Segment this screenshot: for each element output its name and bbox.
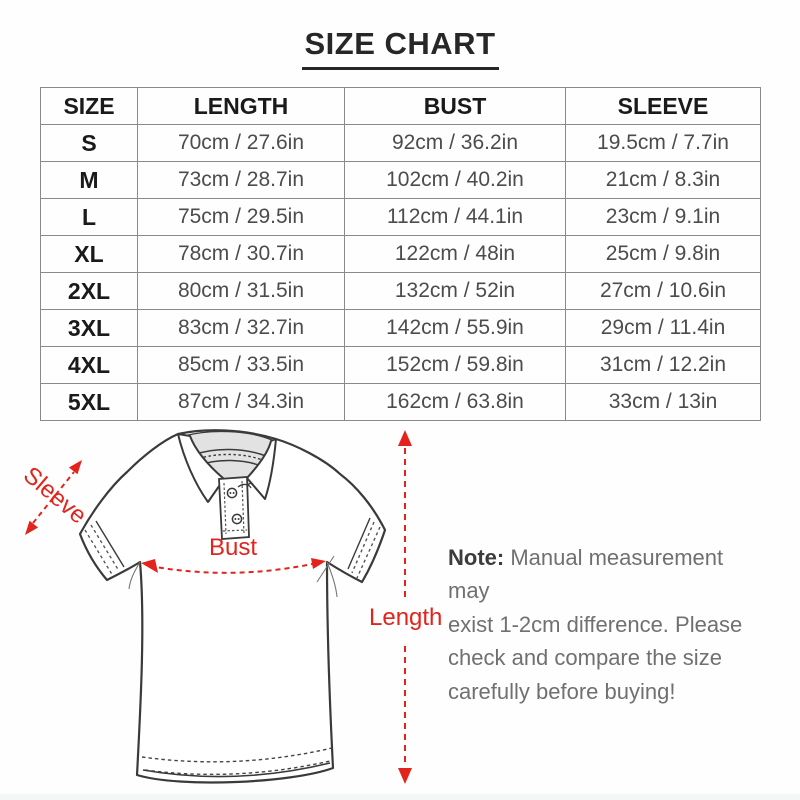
size-cell: 5XL — [40, 383, 138, 421]
bust-measure-label: Bust — [209, 534, 258, 561]
size-table: SIZE LENGTH BUST SLEEVE S 70cm / 27.6in … — [40, 87, 761, 421]
size-cell: XL — [40, 235, 138, 273]
sleeve-cell: 27cm / 10.6in — [565, 272, 761, 310]
sleeve-cell: 21cm / 8.3in — [565, 161, 761, 199]
note-line: exist 1-2cm difference. Please — [448, 611, 743, 637]
wrinkle-shading — [100, 492, 362, 759]
col-header-size: SIZE — [40, 87, 138, 125]
length-cell: 73cm / 28.7in — [137, 161, 345, 199]
button-icon — [226, 487, 238, 499]
length-cell: 87cm / 34.3in — [137, 383, 345, 421]
size-cell: 4XL — [40, 346, 138, 384]
length-cell: 85cm / 33.5in — [137, 346, 345, 384]
note-line: Note: Manual measurement may — [448, 541, 760, 608]
note-line: carefully before buying! — [448, 678, 676, 704]
note-block: Note: Manual measurement may exist 1-2cm… — [448, 541, 760, 708]
note-label: Note: — [448, 545, 505, 570]
length-cell: 80cm / 31.5in — [137, 272, 345, 310]
table-header-row: SIZE LENGTH BUST SLEEVE — [40, 87, 761, 125]
col-header-sleeve: SLEEVE — [565, 87, 761, 125]
table-row: L 75cm / 29.5in 112cm / 44.1in 23cm / 9.… — [40, 198, 761, 236]
length-cell: 78cm / 30.7in — [137, 235, 345, 273]
length-cell: 70cm / 27.6in — [137, 124, 345, 162]
table-row: 3XL 83cm / 32.7in 142cm / 55.9in 29cm / … — [40, 309, 761, 347]
page-title: SIZE CHART — [301, 26, 499, 70]
bust-cell: 92cm / 36.2in — [344, 124, 566, 162]
title-wrap: SIZE CHART — [0, 0, 800, 70]
hem-stitching — [141, 747, 333, 776]
note-line: check and compare the size — [448, 645, 722, 671]
table-row: XL 78cm / 30.7in 122cm / 48in 25cm / 9.8… — [40, 235, 761, 273]
sleeve-cell: 25cm / 9.8in — [565, 235, 761, 273]
length-cell: 83cm / 32.7in — [137, 309, 345, 347]
col-header-bust: BUST — [344, 87, 566, 125]
bust-cell: 162cm / 63.8in — [344, 383, 566, 421]
bust-cell: 152cm / 59.8in — [344, 346, 566, 384]
armpit-seams — [128, 555, 338, 598]
collar-flaps — [177, 433, 277, 503]
note-text: Manual measurement may — [448, 545, 724, 604]
placket — [218, 476, 252, 540]
hem-fold-line — [142, 762, 331, 778]
sleeve-cell: 23cm / 9.1in — [565, 198, 761, 236]
sleeve-cell: 33cm / 13in — [565, 383, 761, 421]
collar-inner — [183, 430, 273, 491]
sleeve-cell: 31cm / 12.2in — [565, 346, 761, 384]
table-row: S 70cm / 27.6in 92cm / 36.2in 19.5cm / 7… — [40, 124, 761, 162]
size-cell: 2XL — [40, 272, 138, 310]
bust-cell: 142cm / 55.9in — [344, 309, 566, 347]
size-cell: L — [40, 198, 138, 236]
bust-cell: 122cm / 48in — [344, 235, 566, 273]
sleeve-cell: 19.5cm / 7.7in — [565, 124, 761, 162]
size-cell: 3XL — [40, 309, 138, 347]
button-icon — [231, 513, 243, 525]
bust-cell: 112cm / 44.1in — [344, 198, 566, 236]
col-header-length: LENGTH — [137, 87, 345, 125]
bust-cell: 102cm / 40.2in — [344, 161, 566, 199]
table-row: 5XL 87cm / 34.3in 162cm / 63.8in 33cm / … — [40, 383, 761, 421]
bust-cell: 132cm / 52in — [344, 272, 566, 310]
size-cell: S — [40, 124, 138, 162]
shirt-outline — [78, 429, 387, 784]
photo-edge-artifact — [0, 794, 800, 800]
length-cell: 75cm / 29.5in — [137, 198, 345, 236]
table-row: 4XL 85cm / 33.5in 152cm / 59.8in 31cm / … — [40, 346, 761, 384]
table-row: 2XL 80cm / 31.5in 132cm / 52in 27cm / 10… — [40, 272, 761, 310]
sleeve-cell: 29cm / 11.4in — [565, 309, 761, 347]
sleeve-measure-label: Sleeve — [18, 461, 92, 530]
size-cell: M — [40, 161, 138, 199]
table-row: M 73cm / 28.7in 102cm / 40.2in 21cm / 8.… — [40, 161, 761, 199]
length-measure-label: Length — [369, 604, 443, 631]
